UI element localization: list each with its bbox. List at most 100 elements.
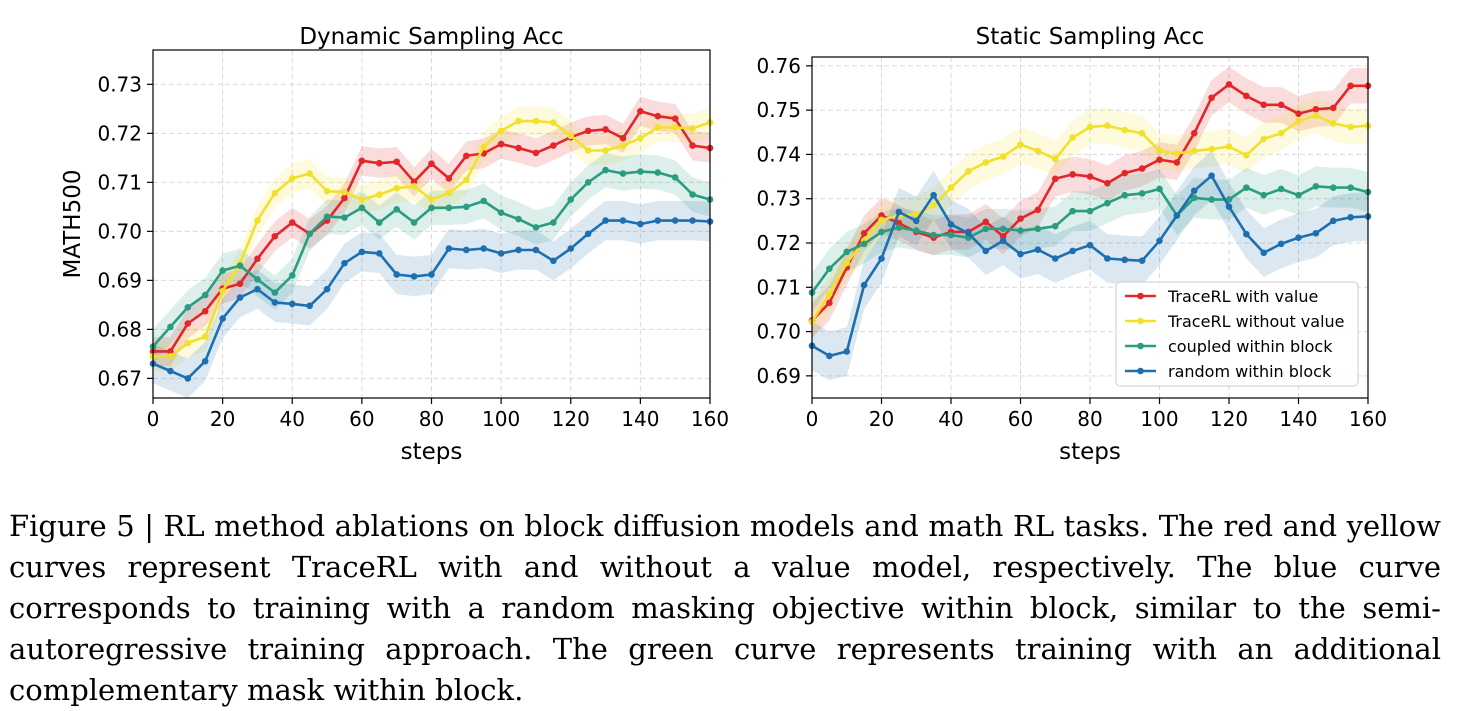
data-point <box>288 175 296 182</box>
data-point <box>1208 94 1215 102</box>
legend: TraceRL with value TraceRL without value c… <box>1115 281 1359 387</box>
data-point <box>428 271 435 278</box>
data-point <box>637 220 644 228</box>
data-point <box>584 147 592 154</box>
data-point <box>550 142 557 149</box>
data-point <box>1243 184 1250 191</box>
data-point <box>965 167 972 175</box>
data-point <box>184 304 192 311</box>
data-point <box>393 271 400 278</box>
data-point <box>167 348 174 355</box>
series-band <box>812 66 1368 339</box>
data-point <box>463 152 470 160</box>
data-point <box>1173 212 1181 219</box>
legend-label: TraceRL without value <box>1167 312 1345 331</box>
data-point <box>1208 196 1215 203</box>
data-point <box>1121 126 1129 134</box>
data-point <box>637 134 644 142</box>
data-point <box>1225 81 1233 88</box>
data-point <box>1260 135 1268 143</box>
data-point <box>463 176 470 184</box>
legend-marker <box>1137 367 1144 375</box>
data-point <box>1295 117 1302 125</box>
y-tick-label: 0.68 <box>97 317 142 341</box>
data-point <box>271 189 279 197</box>
data-point <box>1295 191 1302 199</box>
data-point <box>671 124 679 131</box>
data-point <box>689 125 696 132</box>
data-point <box>1312 229 1320 237</box>
data-point <box>637 107 644 115</box>
data-point <box>184 375 192 382</box>
x-axis-label: steps <box>401 439 463 465</box>
data-point <box>445 175 453 182</box>
data-point <box>550 219 557 226</box>
data-point <box>843 248 851 256</box>
data-point <box>1138 190 1146 197</box>
legend-marker <box>1137 342 1144 350</box>
data-point <box>480 197 488 205</box>
data-point <box>1243 92 1250 100</box>
data-point <box>1173 159 1181 166</box>
data-point <box>236 294 244 301</box>
data-point <box>654 169 662 176</box>
data-point <box>515 246 522 254</box>
data-point <box>654 124 662 131</box>
data-point <box>826 290 833 298</box>
data-point <box>930 191 937 199</box>
x-tick-label: 120 <box>552 407 590 431</box>
data-point <box>201 307 209 315</box>
data-point <box>271 289 279 296</box>
data-point <box>982 159 990 166</box>
data-point <box>515 215 522 223</box>
data-point <box>219 287 226 295</box>
legend-marker <box>1137 317 1144 325</box>
y-tick-label: 0.75 <box>756 98 801 122</box>
y-tick-label: 0.73 <box>97 72 142 96</box>
x-tick-label: 0 <box>806 407 819 431</box>
data-point <box>1034 147 1042 155</box>
data-point <box>878 216 885 224</box>
data-point <box>323 187 331 195</box>
data-point <box>1017 250 1024 258</box>
y-tick-label: 0.70 <box>97 219 142 243</box>
data-point <box>602 217 609 224</box>
data-point <box>912 227 920 234</box>
y-tick-label: 0.72 <box>97 121 142 145</box>
data-point <box>1034 206 1042 214</box>
data-point <box>254 276 261 283</box>
data-point <box>532 246 540 254</box>
data-point <box>532 117 540 125</box>
data-point <box>375 191 383 198</box>
data-point <box>1347 184 1354 191</box>
x-tick-label: 80 <box>1077 407 1102 431</box>
data-point <box>654 112 662 120</box>
data-point <box>947 221 955 228</box>
x-tick-label: 40 <box>938 407 963 431</box>
data-point <box>1051 222 1059 230</box>
data-point <box>1156 147 1163 155</box>
data-point <box>567 196 575 203</box>
data-point <box>982 225 990 233</box>
data-point <box>463 203 470 211</box>
data-point <box>1034 225 1042 233</box>
data-point <box>965 229 972 237</box>
data-point <box>1104 122 1111 129</box>
data-point <box>895 224 903 231</box>
data-point <box>550 119 557 126</box>
data-point <box>912 210 920 218</box>
data-point <box>254 255 261 263</box>
data-point <box>1347 123 1354 131</box>
y-tick-label: 0.72 <box>756 231 801 255</box>
data-point <box>219 267 226 274</box>
data-point <box>323 285 331 293</box>
data-point <box>1069 207 1076 215</box>
data-point <box>619 142 627 149</box>
data-point <box>1190 187 1198 195</box>
data-point <box>1086 241 1094 249</box>
data-point <box>1312 105 1320 113</box>
data-point <box>1121 169 1129 177</box>
y-tick-label: 0.71 <box>97 170 142 194</box>
y-tick-label: 0.71 <box>756 275 801 299</box>
data-point <box>860 240 868 248</box>
